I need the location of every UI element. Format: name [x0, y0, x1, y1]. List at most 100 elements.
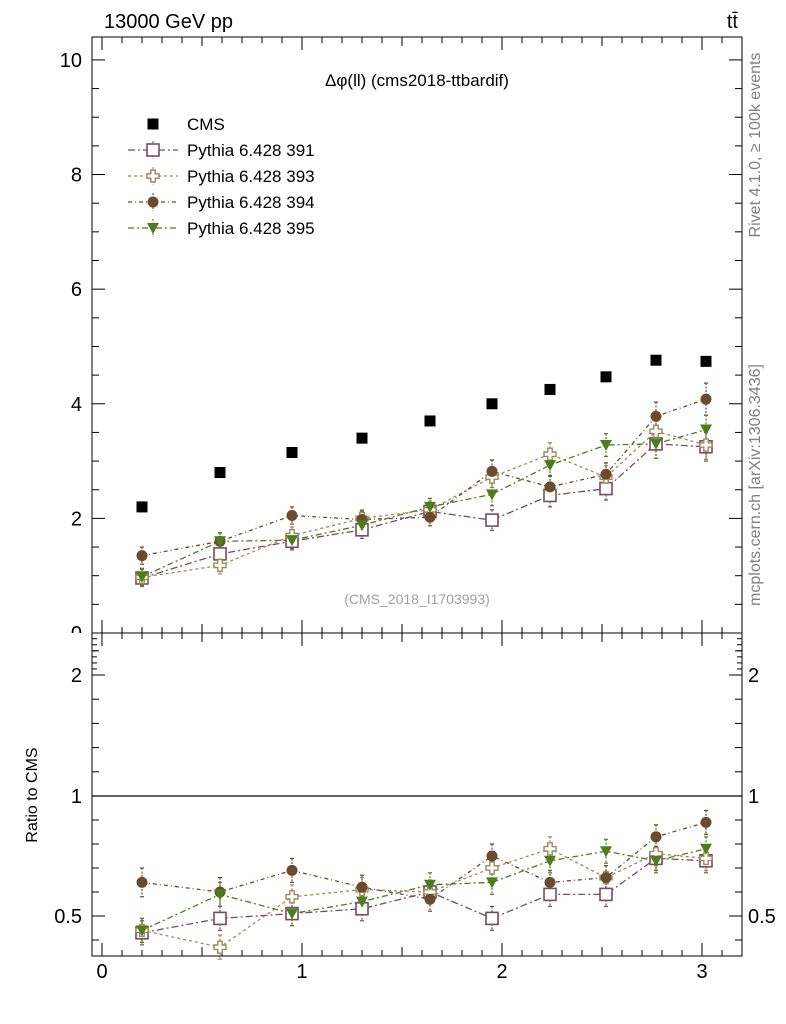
ratio-point-pythia-6-428-395: [214, 889, 226, 901]
legend-marker: [147, 118, 159, 130]
legend: CMS Pythia 6.428 391 Pythia 6.428 393 Pythi…: [128, 115, 315, 238]
main-series-lines: [141, 398, 707, 579]
main-line-pythia-6-428-394: [141, 398, 707, 557]
ratio-y-tick-label-right: 1: [748, 786, 759, 808]
ratio-y-tick-label-right: 2: [748, 665, 759, 687]
legend-label: Pythia 6.428 393: [187, 167, 315, 186]
ratio-point-pythia-6-428-395: [486, 877, 498, 889]
ratio-point-pythia-6-428-395: [424, 879, 436, 891]
ratio-point-pythia-6-428-395: [356, 896, 368, 908]
main-point-cms: [214, 467, 226, 479]
legend-label: Pythia 6.428 395: [187, 219, 315, 238]
main-point-pythia-6-428-393: [543, 447, 557, 461]
ratio-error-bars: [140, 809, 708, 960]
ratio-point-pythia-6-428-391: [485, 911, 499, 926]
ratio-y-tick-label: 2: [71, 665, 82, 687]
main-point-cms: [650, 354, 662, 366]
main-point-pythia-6-428-394: [486, 465, 498, 477]
main-point-cms: [600, 371, 612, 383]
main-point-pythia-6-428-395: [650, 438, 662, 450]
main-panel: 2 4 6 8 10 0 Δφ(ll) (cms2018-ttbardif) (CMS_2…: [60, 36, 743, 645]
ratio-point-pythia-6-428-395: [286, 908, 298, 920]
ratio-y-tick-label: 0.5: [54, 906, 82, 928]
ratio-point-pythia-6-428-393: [485, 861, 499, 875]
legend-marker: [146, 143, 160, 157]
x-tick-label: 3: [696, 961, 707, 983]
x-tick-label: 0: [96, 961, 107, 983]
main-point-pythia-6-428-391: [485, 513, 499, 527]
main-point-pythia-6-428-395: [214, 536, 226, 548]
main-point-pythia-6-428-393: [649, 424, 663, 438]
main-point-pythia-6-428-394: [544, 481, 556, 493]
ratio-point-pythia-6-428-393: [213, 940, 227, 954]
legend-label: CMS: [187, 115, 225, 134]
legend-marker: [146, 169, 160, 183]
energy-label: 13000 GeV pp: [104, 11, 233, 33]
main-line-pythia-6-428-391: [141, 443, 707, 579]
main-point-pythia-6-428-395: [424, 501, 436, 513]
analysis-id: (CMS_2018_I1703993): [344, 591, 490, 607]
ratio-point-pythia-6-428-395: [600, 846, 612, 858]
x-tick-label: 1: [296, 961, 307, 983]
main-point-cms: [486, 398, 498, 410]
ratio-point-pythia-6-428-394: [424, 893, 436, 905]
process-label: tt̄: [727, 11, 739, 33]
y-tick-label: 10: [60, 50, 82, 72]
y-tick-label: 4: [71, 394, 82, 416]
main-point-cms: [286, 446, 298, 458]
ratio-point-pythia-6-428-394: [286, 864, 298, 876]
ratio-point-pythia-6-428-391: [213, 911, 227, 926]
ratio-axis-ticks: 0.5 0.5 1 1 2 2: [54, 633, 776, 956]
ratio-series-lines: [141, 821, 707, 948]
ratio-point-pythia-6-428-395: [544, 855, 556, 867]
main-point-cms: [136, 501, 148, 513]
main-point-pythia-6-428-394: [600, 468, 612, 480]
x-axis-labels: 0 1 2 3: [96, 961, 707, 983]
ratio-line-pythia-6-428-391: [141, 857, 707, 934]
main-point-pythia-6-428-395: [136, 571, 148, 583]
main-axis-ticks: 2 4 6 8 10 0: [60, 37, 742, 645]
ratio-point-pythia-6-428-391: [599, 887, 613, 902]
ratio-point-pythia-6-428-391: [543, 887, 557, 902]
ratio-point-pythia-6-428-393: [543, 842, 557, 856]
ratio-point-pythia-6-428-395: [136, 925, 148, 937]
ratio-point-pythia-6-428-394: [700, 816, 712, 828]
main-line-pythia-6-428-395: [141, 428, 707, 578]
main-point-pythia-6-428-393: [699, 438, 713, 452]
ratio-ylabel: Ratio to CMS: [24, 747, 41, 842]
legend-marker: [147, 196, 159, 208]
main-point-cms: [700, 355, 712, 367]
main-point-pythia-6-428-395: [486, 489, 498, 501]
main-point-cms: [424, 415, 436, 427]
main-line-pythia-6-428-393: [141, 430, 707, 579]
ratio-point-pythia-6-428-394: [600, 872, 612, 884]
ratio-y-tick-label-right: 0.5: [748, 906, 776, 928]
y-tick-label: 0: [71, 623, 82, 645]
mcplots-label: mcplots.cern.ch [arXiv:1306.3436]: [747, 364, 764, 606]
main-point-pythia-6-428-395: [356, 520, 368, 532]
ratio-line-pythia-6-428-395: [141, 848, 707, 931]
chart-title: Δφ(ll) (cms2018-ttbardif): [325, 71, 509, 90]
main-point-pythia-6-428-391: [213, 547, 227, 561]
main-point-pythia-6-428-394: [136, 550, 148, 562]
y-tick-label: 6: [71, 279, 82, 301]
ratio-point-pythia-6-428-395: [700, 843, 712, 855]
x-tick-label: 2: [496, 961, 507, 983]
main-point-pythia-6-428-394: [286, 510, 298, 522]
ratio-markers: [135, 816, 713, 954]
ratio-point-pythia-6-428-395: [650, 855, 662, 867]
y-tick-label: 2: [71, 508, 82, 530]
main-point-pythia-6-428-394: [700, 393, 712, 405]
main-point-pythia-6-428-393: [213, 558, 227, 573]
ratio-line-pythia-6-428-394: [141, 821, 707, 900]
main-point-pythia-6-428-394: [424, 511, 436, 523]
ratio-point-pythia-6-428-394: [650, 831, 662, 843]
ratio-frame: [91, 632, 743, 957]
ratio-point-pythia-6-428-394: [356, 881, 368, 893]
ratio-point-pythia-6-428-394: [486, 850, 498, 862]
ratio-point-pythia-6-428-393: [285, 890, 299, 904]
ratio-y-tick-label: 1: [71, 786, 82, 808]
ratio-line-pythia-6-428-393: [141, 848, 707, 948]
rivet-label: Rivet 4.1.0, ≥ 100k events: [747, 53, 764, 238]
